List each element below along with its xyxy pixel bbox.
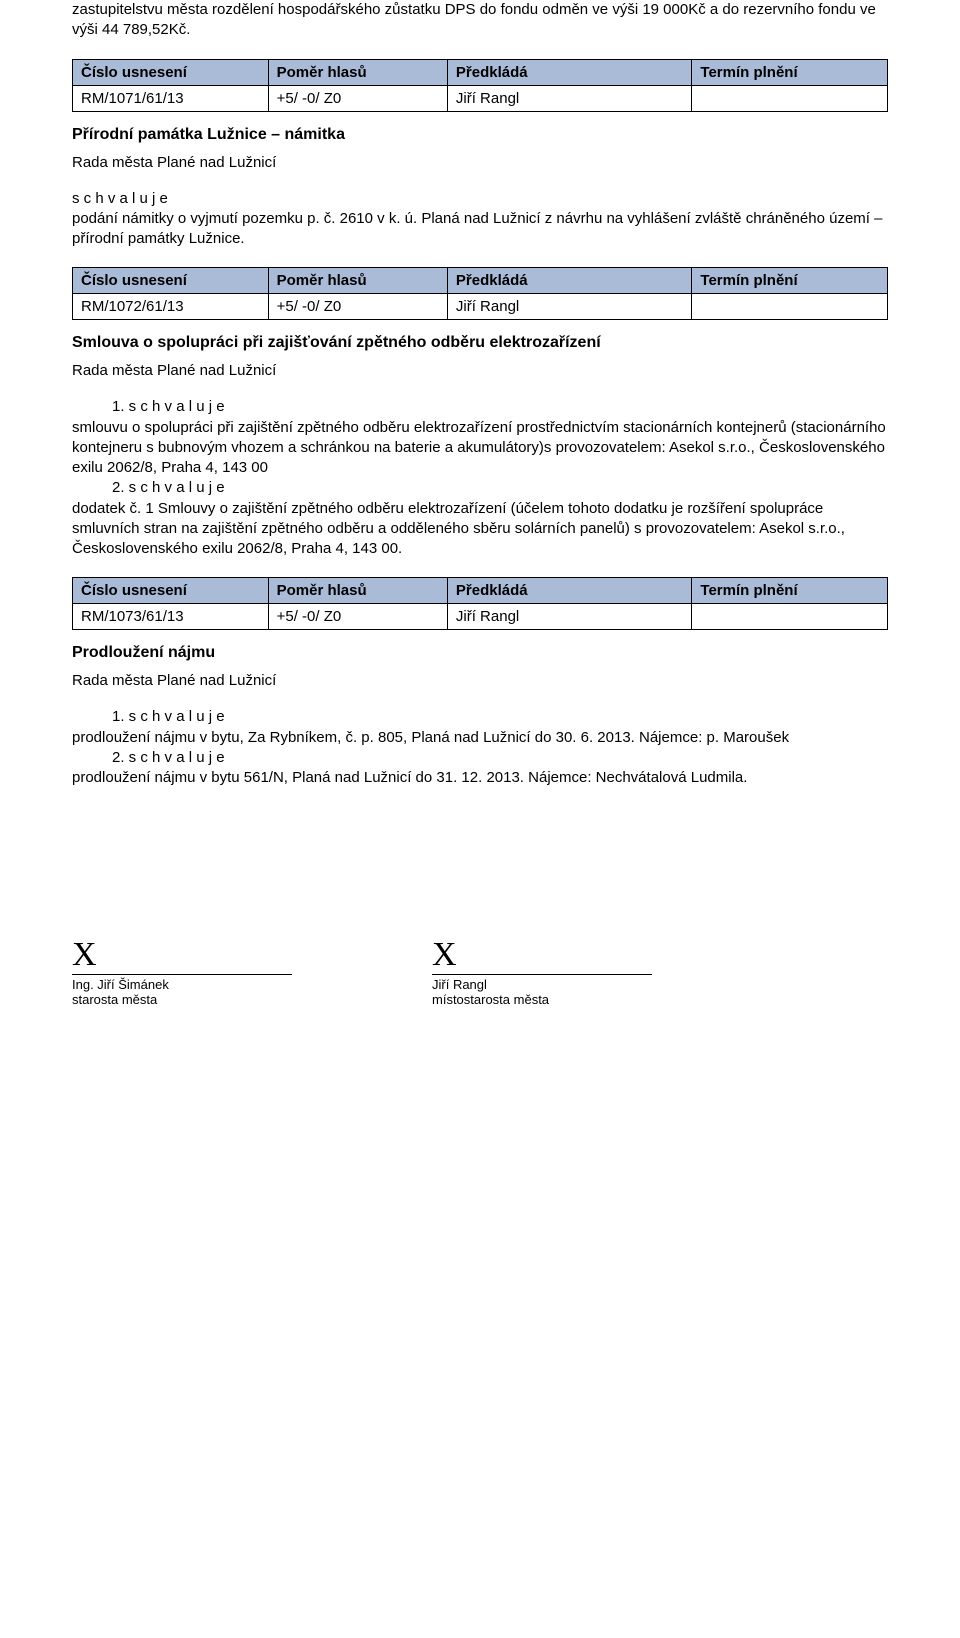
signature-role: starosta města bbox=[72, 992, 292, 1007]
approves-word: s c h v a l u j e bbox=[72, 190, 168, 207]
signature-name: Ing. Jiří Šimánek bbox=[72, 977, 292, 992]
point-text: dodatek č. 1 Smlouvy o zajištění zpětnéh… bbox=[72, 500, 845, 558]
signature-row: X Ing. Jiří Šimánek starosta města X Jiř… bbox=[72, 938, 888, 1007]
submitter: Jiří Rangl bbox=[447, 85, 692, 111]
point-label: 2. s c h v a l u j e bbox=[112, 749, 225, 766]
table-header: Číslo usnesení bbox=[73, 268, 269, 294]
vote-ratio: +5/ -0/ Z0 bbox=[268, 604, 447, 630]
point-label: 1. s c h v a l u j e bbox=[112, 708, 225, 725]
submitter: Jiří Rangl bbox=[447, 604, 692, 630]
deadline bbox=[692, 294, 888, 320]
table-header: Předkládá bbox=[447, 59, 692, 85]
approval-block: s c h v a l u j e podání námitky o vyjmu… bbox=[72, 189, 888, 250]
point-text: prodloužení nájmu v bytu, Za Rybníkem, č… bbox=[72, 729, 789, 746]
signature-name: Jiří Rangl bbox=[432, 977, 652, 992]
table-header: Předkládá bbox=[447, 578, 692, 604]
point-label: 2. s c h v a l u j e bbox=[112, 479, 225, 496]
resolution-number: RM/1073/61/13 bbox=[73, 604, 269, 630]
point-text: prodloužení nájmu v bytu 561/N, Planá na… bbox=[72, 769, 747, 786]
table-header: Poměr hlasů bbox=[268, 268, 447, 294]
signature-x-mark: X bbox=[432, 938, 652, 972]
deadline bbox=[692, 85, 888, 111]
point-block: 1. s c h v a l u j e prodloužení nájmu v… bbox=[72, 707, 888, 788]
point-text: smlouvu o spolupráci při zajištění zpětn… bbox=[72, 419, 886, 477]
signature-right: X Jiří Rangl místostarosta města bbox=[432, 938, 652, 1007]
resolution-number: RM/1071/61/13 bbox=[73, 85, 269, 111]
section-title: Přírodní památka Lužnice – námitka bbox=[72, 126, 888, 144]
signature-role: místostarosta města bbox=[432, 992, 652, 1007]
submitter: Jiří Rangl bbox=[447, 294, 692, 320]
resolution-number: RM/1072/61/13 bbox=[73, 294, 269, 320]
table-header: Předkládá bbox=[447, 268, 692, 294]
point-block: 1. s c h v a l u j e smlouvu o spoluprác… bbox=[72, 397, 888, 559]
table-row: RM/1073/61/13 +5/ -0/ Z0 Jiří Rangl bbox=[73, 604, 888, 630]
body-text: podání námitky o vyjmutí pozemku p. č. 2… bbox=[72, 210, 882, 247]
signature-line bbox=[72, 974, 292, 975]
table-header: Číslo usnesení bbox=[73, 578, 269, 604]
table-header: Poměr hlasů bbox=[268, 578, 447, 604]
table-row: RM/1071/61/13 +5/ -0/ Z0 Jiří Rangl bbox=[73, 85, 888, 111]
point-label: 1. s c h v a l u j e bbox=[112, 398, 225, 415]
vote-ratio: +5/ -0/ Z0 bbox=[268, 85, 447, 111]
vote-ratio: +5/ -0/ Z0 bbox=[268, 294, 447, 320]
signature-line bbox=[432, 974, 652, 975]
resolution-table: Číslo usnesení Poměr hlasů Předkládá Ter… bbox=[72, 59, 888, 112]
signature-left: X Ing. Jiří Šimánek starosta města bbox=[72, 938, 292, 1007]
council-line: Rada města Plané nad Lužnicí bbox=[72, 672, 888, 689]
resolution-table: Číslo usnesení Poměr hlasů Předkládá Ter… bbox=[72, 267, 888, 320]
table-header: Číslo usnesení bbox=[73, 59, 269, 85]
signature-x-mark: X bbox=[72, 938, 292, 972]
table-header: Poměr hlasů bbox=[268, 59, 447, 85]
document-page: zastupitelstvu města rozdělení hospodářs… bbox=[0, 0, 960, 1067]
table-header: Termín plnění bbox=[692, 59, 888, 85]
section-title: Smlouva o spolupráci při zajišťování zpě… bbox=[72, 334, 888, 352]
deadline bbox=[692, 604, 888, 630]
table-header: Termín plnění bbox=[692, 578, 888, 604]
intro-paragraph: zastupitelstvu města rozdělení hospodářs… bbox=[72, 0, 888, 41]
council-line: Rada města Plané nad Lužnicí bbox=[72, 362, 888, 379]
table-header: Termín plnění bbox=[692, 268, 888, 294]
table-row: RM/1072/61/13 +5/ -0/ Z0 Jiří Rangl bbox=[73, 294, 888, 320]
section-title: Prodloužení nájmu bbox=[72, 644, 888, 662]
council-line: Rada města Plané nad Lužnicí bbox=[72, 154, 888, 171]
resolution-table: Číslo usnesení Poměr hlasů Předkládá Ter… bbox=[72, 577, 888, 630]
